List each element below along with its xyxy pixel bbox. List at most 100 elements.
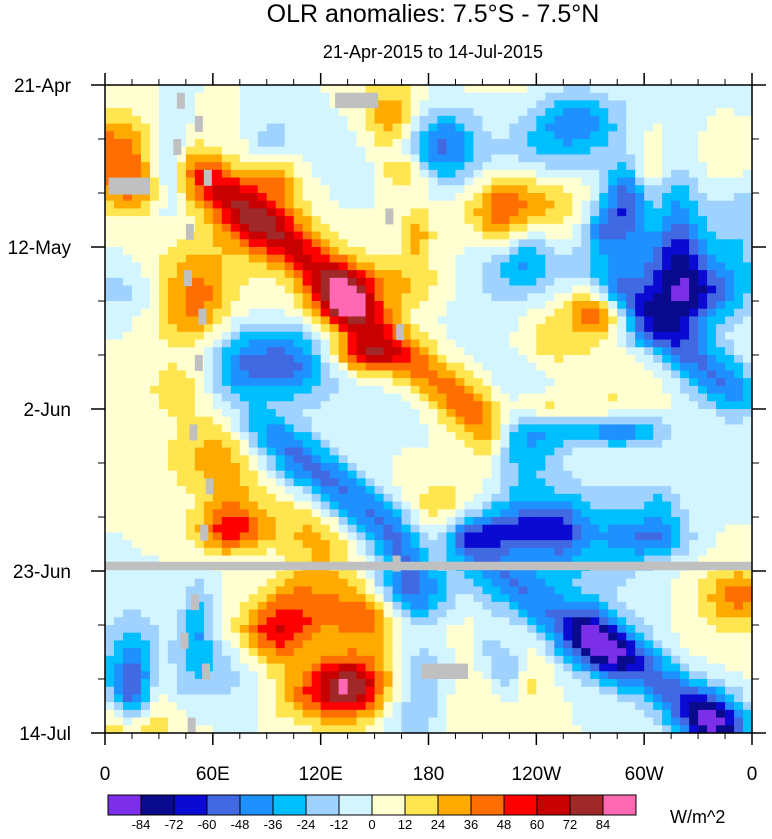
heatmap-cell: [257, 270, 268, 279]
heatmap-cell: [500, 401, 510, 410]
heatmap-cell: [410, 362, 421, 372]
heatmap-cell: [527, 262, 537, 271]
heatmap-cell: [662, 239, 672, 248]
heatmap-cell: [266, 200, 277, 210]
heatmap-cell: [662, 154, 672, 163]
heatmap-cell: [473, 401, 484, 410]
heatmap-cell: [635, 169, 645, 179]
heatmap-cell: [158, 416, 169, 426]
heatmap-cell: [401, 85, 412, 94]
heatmap-cell: [473, 254, 484, 264]
heatmap-cell: [509, 524, 519, 534]
heatmap-cell: [212, 470, 223, 480]
heatmap-cell: [194, 85, 205, 94]
heatmap-cell: [536, 493, 546, 503]
heatmap-cell: [275, 123, 286, 132]
heatmap-cell: [392, 216, 403, 225]
heatmap-cell: [293, 247, 304, 256]
heatmap-cell: [311, 293, 322, 302]
heatmap-cell: [689, 285, 699, 294]
heatmap-cell: [491, 501, 501, 510]
heatmap-cell: [491, 447, 501, 456]
heatmap-cell: [167, 547, 178, 557]
heatmap-cell: [347, 578, 358, 588]
heatmap-cell: [464, 409, 475, 418]
heatmap-cell: [536, 285, 546, 294]
heatmap-cell: [464, 547, 475, 557]
heatmap-cell: [185, 609, 196, 618]
heatmap-cell: [491, 108, 501, 117]
heatmap-cell: [518, 92, 528, 102]
heatmap-cell: [527, 223, 537, 233]
heatmap-cell: [572, 169, 582, 179]
heatmap-cell: [743, 270, 753, 279]
heatmap-cell: [725, 216, 735, 225]
heatmap-cell: [527, 123, 537, 132]
heatmap-cell: [455, 578, 466, 588]
heatmap-cell: [572, 139, 582, 148]
heatmap-cell: [563, 108, 573, 117]
heatmap-cell: [527, 247, 537, 256]
heatmap-cell: [653, 416, 663, 426]
heatmap-cell: [554, 540, 564, 549]
heatmap-cell: [626, 208, 636, 217]
heatmap-cell: [212, 200, 223, 210]
heatmap-cell: [158, 362, 169, 372]
heatmap-cell: [212, 308, 223, 318]
heatmap-cell: [365, 239, 376, 248]
heatmap-cell: [482, 308, 493, 318]
heatmap-cell: [410, 486, 421, 495]
heatmap-cell: [743, 424, 753, 433]
heatmap-cell: [707, 347, 717, 356]
heatmap-cell: [545, 239, 555, 248]
heatmap-cell: [617, 193, 627, 202]
heatmap-cell: [734, 578, 744, 588]
heatmap-cell: [554, 347, 564, 356]
heatmap-cell: [599, 540, 609, 549]
heatmap-cell: [329, 501, 340, 510]
heatmap-cell: [644, 115, 654, 125]
heatmap-cell: [221, 578, 232, 588]
heatmap-cell: [581, 524, 591, 534]
heatmap-cell: [311, 385, 322, 395]
heatmap-cell: [338, 293, 349, 302]
heatmap-cell: [221, 177, 232, 186]
heatmap-cell: [743, 339, 753, 348]
heatmap-cell: [527, 216, 537, 225]
heatmap-cell: [338, 200, 349, 210]
heatmap-cell: [401, 223, 412, 233]
heatmap-cell: [176, 486, 187, 495]
heatmap-cell: [131, 115, 142, 125]
heatmap-cell: [284, 285, 295, 294]
heatmap-cell: [536, 524, 546, 534]
heatmap-cell: [491, 347, 501, 356]
heatmap-cell: [527, 432, 537, 441]
heatmap-cell: [221, 139, 232, 148]
heatmap-cell: [257, 200, 268, 210]
heatmap-cell: [221, 301, 232, 310]
heatmap-cell: [401, 455, 412, 464]
heatmap-cell: [473, 146, 484, 156]
heatmap-cell: [509, 370, 519, 379]
heatmap-cell: [374, 447, 385, 456]
heatmap-cell: [194, 146, 205, 156]
heatmap-cell: [617, 478, 627, 487]
heatmap-cell: [239, 470, 250, 480]
heatmap-cell: [689, 270, 699, 279]
heatmap-cell: [509, 277, 519, 287]
heatmap-cell: [167, 532, 178, 541]
heatmap-cell: [581, 401, 591, 410]
heatmap-cell: [203, 185, 214, 194]
heatmap-cell: [275, 301, 286, 310]
heatmap-cell: [455, 301, 466, 310]
heatmap-cell: [248, 401, 259, 410]
heatmap-cell: [536, 509, 546, 518]
heatmap-cell: [581, 385, 591, 395]
heatmap-cell: [725, 416, 735, 426]
heatmap-cell: [473, 470, 484, 480]
heatmap-cell: [302, 208, 313, 217]
heatmap-cell: [131, 401, 142, 410]
heatmap-cell: [383, 324, 394, 333]
heatmap-cell: [527, 493, 537, 503]
heatmap-cell: [105, 216, 115, 225]
